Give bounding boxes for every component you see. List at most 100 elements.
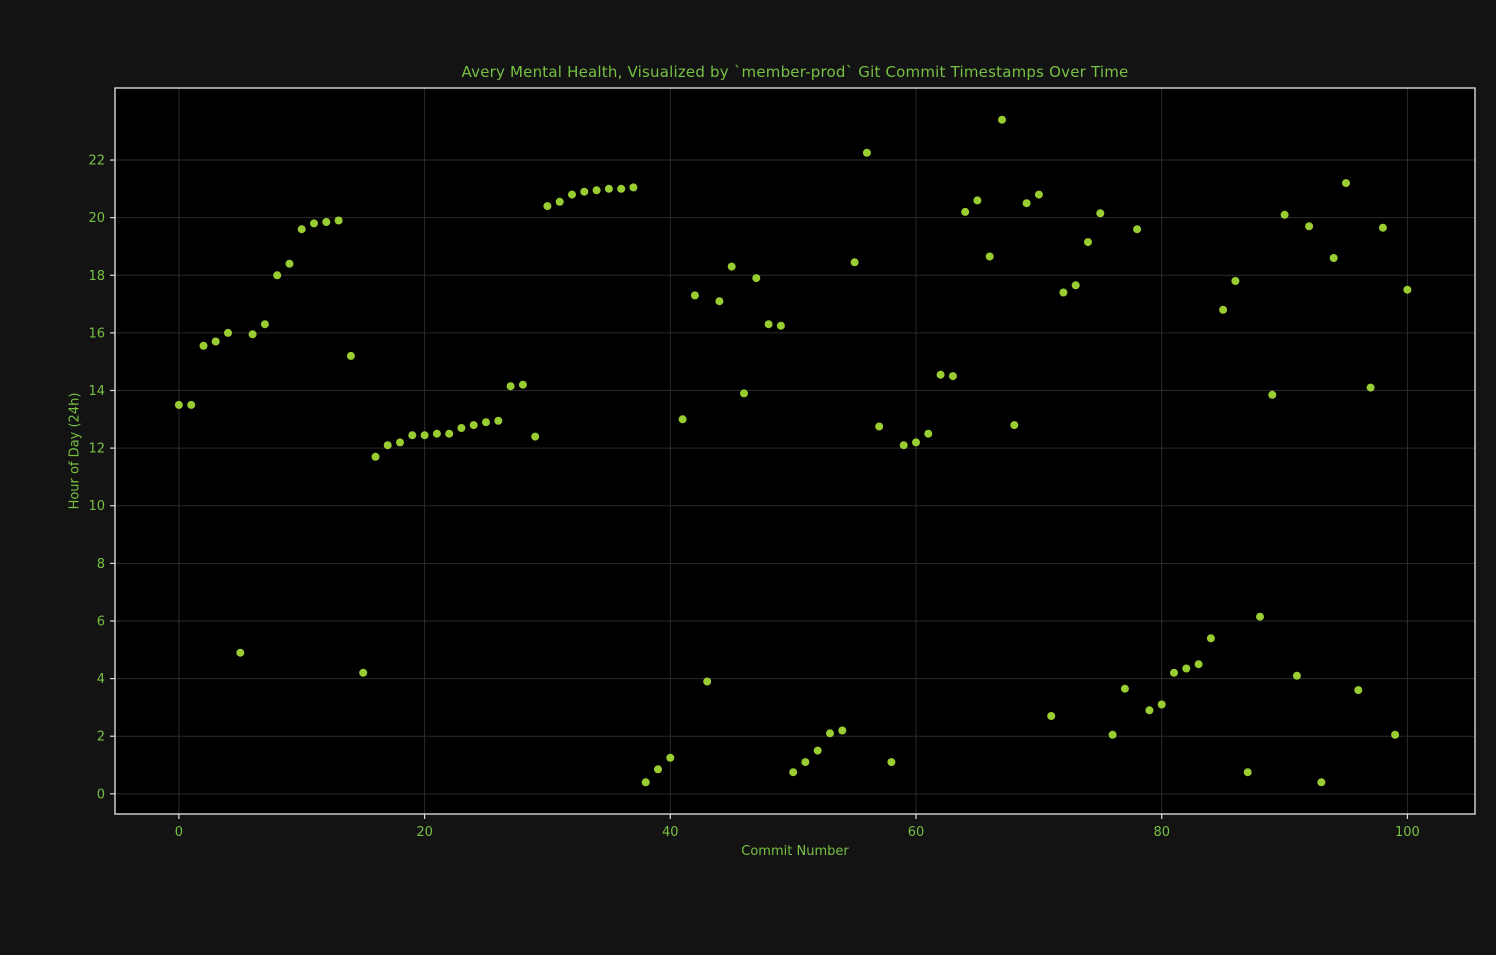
- data-point: [1292, 671, 1301, 680]
- data-point: [1182, 664, 1191, 673]
- y-tick-label: 22: [88, 154, 105, 169]
- data-point: [1194, 660, 1203, 669]
- data-point: [494, 416, 503, 425]
- data-point: [1378, 223, 1387, 232]
- data-point: [666, 753, 675, 762]
- data-point: [838, 726, 847, 735]
- data-point: [199, 341, 208, 350]
- data-point: [936, 370, 945, 379]
- data-point: [297, 225, 306, 234]
- data-point: [1120, 684, 1129, 693]
- data-point: [1342, 179, 1350, 188]
- data-point: [752, 274, 761, 283]
- y-tick-label: 8: [97, 557, 105, 572]
- data-point: [1022, 199, 1031, 208]
- data-point: [408, 431, 417, 440]
- data-point: [617, 184, 626, 193]
- data-point: [1256, 612, 1264, 621]
- data-point: [727, 262, 736, 271]
- data-point: [1305, 222, 1314, 231]
- data-point: [1403, 285, 1412, 294]
- data-point: [1059, 288, 1068, 297]
- data-point: [1071, 281, 1080, 290]
- data-point: [789, 768, 798, 777]
- data-point: [310, 219, 318, 228]
- data-point: [531, 432, 540, 441]
- data-point: [555, 197, 564, 206]
- data-point: [875, 422, 884, 431]
- data-point: [1034, 190, 1043, 199]
- data-point: [813, 746, 822, 755]
- data-point: [432, 429, 441, 438]
- data-point: [899, 441, 908, 450]
- data-point: [1084, 238, 1092, 247]
- data-point: [703, 677, 712, 686]
- y-tick-label: 6: [97, 614, 105, 629]
- y-tick-label: 14: [88, 384, 105, 399]
- data-point: [236, 648, 245, 657]
- data-point: [801, 758, 810, 767]
- data-point: [420, 431, 429, 440]
- data-point: [1329, 254, 1338, 262]
- data-point: [580, 187, 589, 196]
- data-point: [1047, 712, 1056, 720]
- data-point: [359, 668, 368, 677]
- data-point: [506, 382, 515, 391]
- x-axis-label: Commit Number: [741, 844, 849, 859]
- data-point: [396, 438, 404, 447]
- data-point: [273, 271, 282, 280]
- data-point: [740, 389, 748, 398]
- data-point: [543, 202, 552, 211]
- y-axis-label: Hour of Day (24h): [67, 392, 83, 510]
- x-tick-label: 40: [662, 825, 679, 840]
- data-point: [912, 438, 920, 447]
- data-point: [1280, 210, 1289, 219]
- data-point: [248, 330, 257, 339]
- data-point: [1354, 686, 1363, 695]
- data-point: [1170, 668, 1178, 677]
- x-tick-label: 80: [1153, 825, 1170, 840]
- data-point: [1243, 768, 1252, 777]
- data-point: [1206, 634, 1215, 643]
- data-point: [764, 320, 773, 329]
- y-tick-label: 12: [88, 442, 105, 457]
- data-point: [285, 259, 294, 268]
- data-point: [948, 372, 957, 381]
- data-point: [1108, 730, 1117, 739]
- data-point: [715, 297, 724, 306]
- data-point: [371, 452, 380, 461]
- data-point: [961, 207, 970, 216]
- data-point: [174, 400, 183, 409]
- data-point: [568, 190, 576, 199]
- data-point: [641, 778, 650, 787]
- x-tick-label: 100: [1395, 825, 1420, 840]
- y-tick-label: 0: [97, 787, 105, 802]
- data-point: [998, 115, 1006, 124]
- data-point: [1133, 225, 1142, 234]
- data-point: [383, 441, 392, 450]
- y-tick-label: 16: [88, 326, 105, 341]
- data-point: [211, 337, 220, 346]
- data-point: [457, 424, 466, 432]
- data-point: [690, 291, 699, 300]
- data-point: [850, 258, 859, 267]
- y-tick-label: 18: [88, 269, 105, 284]
- data-point: [260, 320, 269, 329]
- data-point: [518, 380, 527, 389]
- data-point: [1268, 390, 1277, 399]
- data-point: [1391, 730, 1400, 739]
- data-point: [1317, 778, 1326, 787]
- data-point: [1157, 700, 1166, 709]
- data-point: [826, 729, 834, 738]
- data-point: [322, 218, 331, 226]
- data-point: [445, 429, 454, 438]
- data-point: [887, 758, 896, 767]
- data-point: [604, 184, 613, 193]
- data-point: [1366, 383, 1375, 392]
- x-tick-label: 20: [416, 825, 433, 840]
- y-tick-label: 2: [97, 730, 105, 745]
- x-tick-label: 0: [175, 825, 183, 840]
- data-point: [187, 400, 196, 409]
- data-point: [629, 183, 638, 192]
